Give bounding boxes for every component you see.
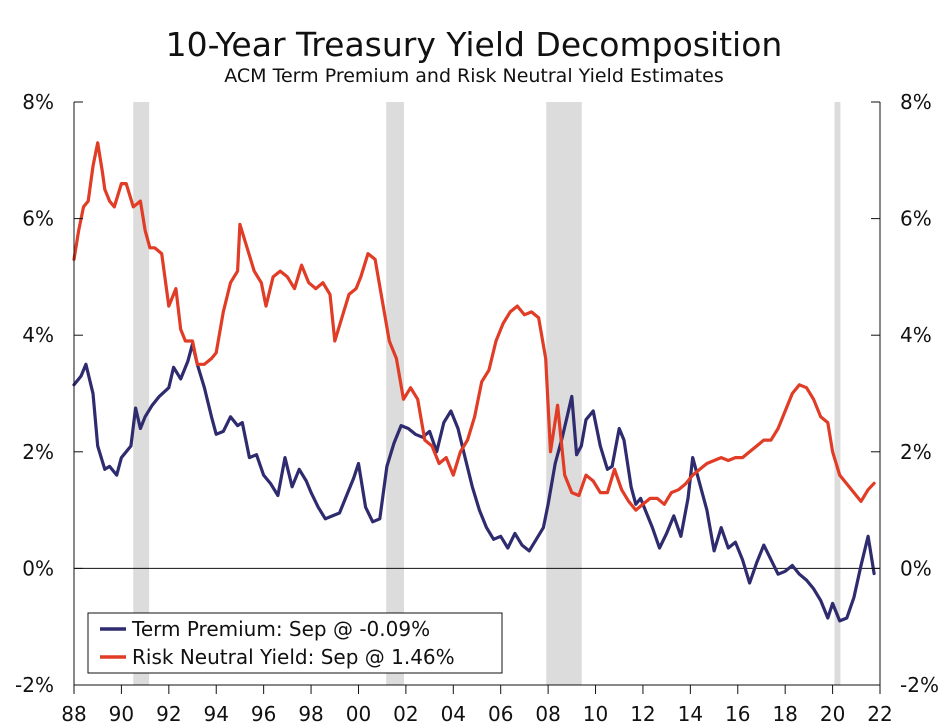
y-tick-label-right-4: 0% — [900, 556, 932, 580]
y-tick-label-left-3: 2% — [22, 440, 54, 464]
y-tick-label-left-4: 0% — [22, 556, 54, 580]
x-tick-label-15: 18 — [772, 702, 797, 726]
x-tick-label-10: 08 — [535, 702, 560, 726]
plot-frame — [73, 102, 881, 686]
series-lines — [72, 141, 876, 623]
x-tick-label-12: 12 — [630, 702, 655, 726]
x-tick-label-8: 04 — [441, 702, 466, 726]
legend: Term Premium: Sep @ -0.09% Risk Neutral … — [87, 612, 503, 674]
x-tick-label-5: 98 — [298, 702, 323, 726]
y-tick-label-left-5: -2% — [15, 673, 54, 697]
x-axis-ticks: 88 90 92 94 96 98 00 02 04 06 08 10 12 14 16 18 20 22 — [61, 685, 893, 726]
y-tick-label-right-1: 6% — [900, 207, 932, 231]
y-tick-label-left-2: 4% — [22, 323, 54, 347]
series-line-term-premium — [72, 342, 876, 623]
recession-band-3 — [834, 102, 841, 685]
x-tick-label-16: 20 — [820, 702, 845, 726]
x-tick-label-2: 92 — [156, 702, 181, 726]
chart-title: 10-Year Treasury Yield Decomposition — [166, 25, 783, 64]
y-tick-label-right-0: 8% — [900, 90, 932, 114]
x-tick-label-4: 96 — [251, 702, 276, 726]
recession-band-1 — [386, 102, 404, 685]
y-tick-label-right-3: 2% — [900, 440, 932, 464]
y-tick-label-left-0: 8% — [22, 90, 54, 114]
x-tick-label-11: 10 — [583, 702, 608, 726]
legend-label-term-premium: Term Premium: Sep @ -0.09% — [131, 617, 430, 641]
x-tick-label-7: 02 — [393, 702, 418, 726]
series-line-risk-neutral-yield — [72, 141, 876, 512]
x-tick-label-0: 88 — [61, 702, 86, 726]
x-tick-label-1: 90 — [109, 702, 134, 726]
y-tick-label-left-1: 6% — [22, 207, 54, 231]
x-tick-label-17: 22 — [867, 702, 892, 726]
recession-band-0 — [133, 102, 150, 685]
x-tick-label-9: 06 — [488, 702, 513, 726]
x-tick-label-6: 00 — [346, 702, 371, 726]
x-tick-label-3: 94 — [204, 702, 229, 726]
y-tick-label-right-5: -2% — [900, 673, 939, 697]
chart-subtitle: ACM Term Premium and Risk Neutral Yield … — [224, 65, 724, 87]
recession-band-2 — [546, 102, 582, 685]
legend-box — [87, 612, 503, 674]
legend-label-risk-neutral-yield: Risk Neutral Yield: Sep @ 1.46% — [132, 645, 455, 669]
x-tick-label-13: 14 — [678, 702, 703, 726]
x-tick-label-14: 16 — [725, 702, 750, 726]
recession-bands — [133, 102, 841, 685]
y-axis-ticks: 8% 8% 6% 6% 4% 4% 2% 2% 0% 0% -2% -2% — [15, 90, 939, 697]
y-tick-label-right-2: 4% — [900, 323, 932, 347]
